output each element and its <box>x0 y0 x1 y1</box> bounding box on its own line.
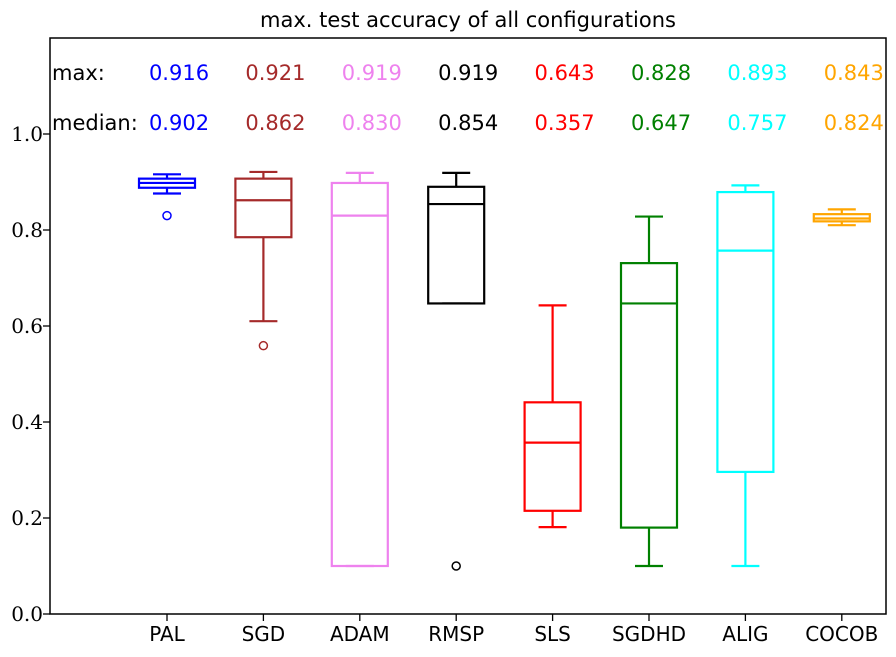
box-group-pal <box>137 173 197 221</box>
max-value-label: 0.921 <box>245 61 305 85</box>
x-tick-label: ALIG <box>722 622 768 646</box>
y-tick-label: 1.0 <box>11 122 43 146</box>
box-iqr <box>619 262 679 529</box>
max-value-label: 0.919 <box>342 61 402 85</box>
y-tick-label: 0.4 <box>11 410 43 434</box>
median-row-label: median: <box>52 111 138 135</box>
median-value-label: 0.862 <box>245 111 305 135</box>
x-tick-label: ADAM <box>330 622 390 646</box>
x-tick-label: COCOB <box>805 622 878 646</box>
box-iqr <box>716 190 775 474</box>
outlier-point <box>451 561 461 571</box>
box-group-alig <box>716 184 775 568</box>
box-iqr <box>234 177 293 239</box>
median-value-label: 0.757 <box>727 111 787 135</box>
median-value-label: 0.830 <box>342 111 402 135</box>
y-tick-label: 0.2 <box>11 506 43 530</box>
box-group-sgdhd <box>619 215 679 568</box>
x-tick-label: SGD <box>242 622 286 646</box>
x-tick-label: PAL <box>149 622 185 646</box>
box-iqr <box>330 181 389 568</box>
x-tick-label: SGDHD <box>612 622 686 646</box>
box-iqr <box>523 401 582 512</box>
median-value-label: 0.854 <box>438 111 498 135</box>
box-group-cocob <box>812 208 871 227</box>
median-value-label: 0.824 <box>824 111 884 135</box>
x-tick-label: SLS <box>534 622 571 646</box>
median-value-label: 0.902 <box>149 111 209 135</box>
box-iqr <box>427 185 486 305</box>
max-row-label: max: <box>52 61 105 85</box>
median-value-label: 0.357 <box>535 111 595 135</box>
median-value-label: 0.647 <box>631 111 691 135</box>
max-value-label: 0.828 <box>631 61 691 85</box>
box-group-adam <box>330 171 389 568</box>
y-tick-label: 0.0 <box>11 602 43 626</box>
max-value-label: 0.643 <box>535 61 595 85</box>
max-value-label: 0.916 <box>149 61 209 85</box>
box-group-sgd <box>234 170 293 351</box>
chart-title: max. test accuracy of all configurations <box>260 8 676 32</box>
max-value-label: 0.919 <box>438 61 498 85</box>
plot-frame <box>49 37 887 615</box>
outlier-point <box>162 210 172 221</box>
outlier-point <box>258 340 269 351</box>
x-tick-label: RMSP <box>428 622 484 646</box>
box-group-rmsp <box>427 171 486 571</box>
box-group-sls <box>523 304 582 529</box>
max-value-label: 0.893 <box>727 61 787 85</box>
max-value-label: 0.843 <box>824 61 884 85</box>
y-tick-label: 0.8 <box>11 218 43 242</box>
y-tick-label: 0.6 <box>11 314 43 338</box>
